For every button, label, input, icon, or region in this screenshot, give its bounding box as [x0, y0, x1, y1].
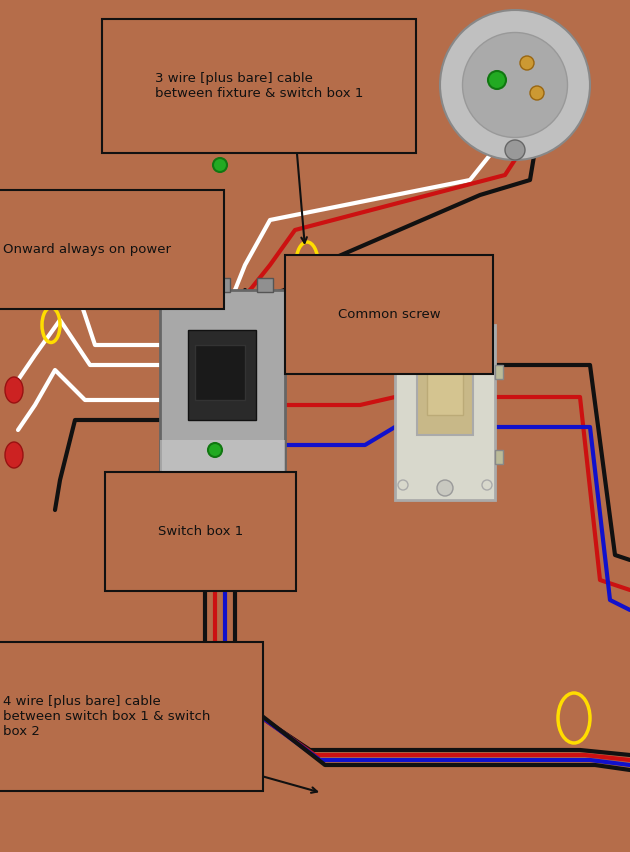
Text: 4 wire [plus bare] cable
between switch box 1 & switch
box 2: 4 wire [plus bare] cable between switch …	[3, 695, 210, 738]
Circle shape	[208, 443, 222, 457]
Circle shape	[437, 480, 453, 496]
Bar	[160, 290, 285, 505]
Circle shape	[505, 140, 525, 160]
Bar	[195, 345, 245, 400]
Circle shape	[482, 335, 492, 345]
Ellipse shape	[5, 277, 23, 303]
Bar	[257, 278, 273, 292]
Circle shape	[440, 10, 590, 160]
Circle shape	[194, 482, 230, 518]
Circle shape	[482, 480, 492, 490]
Text: Switch box 1: Switch box 1	[158, 525, 243, 538]
Bar	[188, 330, 256, 420]
Bar	[495, 365, 503, 379]
Bar	[495, 450, 503, 464]
Ellipse shape	[5, 442, 23, 468]
Circle shape	[213, 158, 227, 172]
Circle shape	[462, 32, 568, 137]
Text: Onward always on power: Onward always on power	[3, 243, 171, 256]
Bar	[417, 355, 473, 435]
Bar	[172, 278, 188, 292]
Text: 3 wire [plus bare] cable
between fixture & switch box 1: 3 wire [plus bare] cable between fixture…	[155, 72, 364, 100]
Circle shape	[437, 329, 453, 345]
Bar	[427, 365, 463, 415]
Circle shape	[520, 56, 534, 70]
Circle shape	[398, 480, 408, 490]
Ellipse shape	[5, 377, 23, 403]
Text: Common screw: Common screw	[338, 308, 440, 321]
Circle shape	[530, 86, 544, 100]
Circle shape	[398, 335, 408, 345]
Circle shape	[488, 71, 506, 89]
Bar	[214, 278, 230, 292]
Bar	[395, 325, 495, 500]
Bar	[160, 440, 285, 505]
